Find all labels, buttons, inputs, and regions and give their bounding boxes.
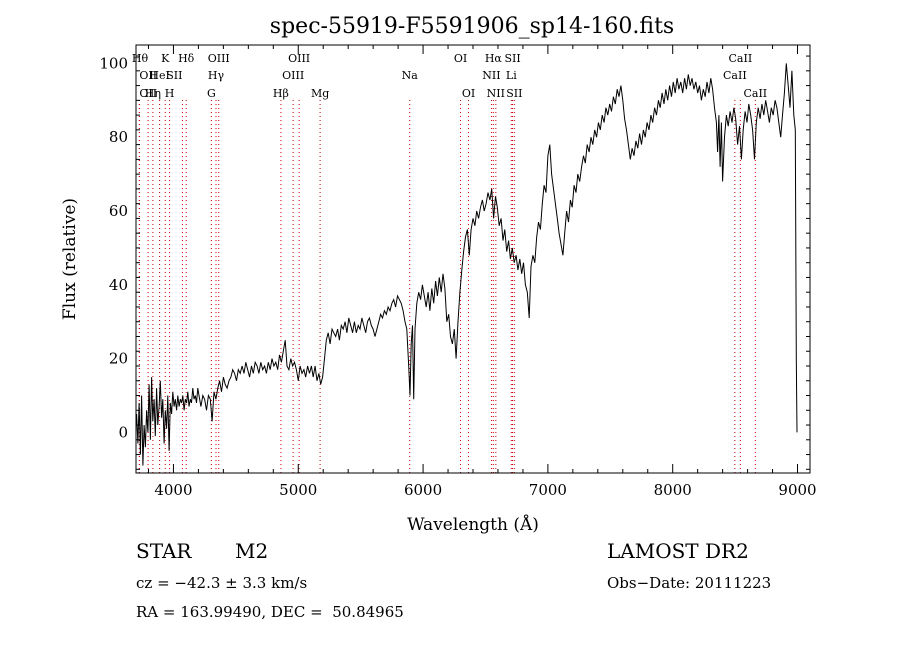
obs-date-readout: Obs−Date: 20111223 (607, 574, 772, 592)
y-tick-label: 100 (99, 54, 128, 72)
axes: 4000 5000 6000 7000 8000 9000 0 20 40 60 80 100 (99, 45, 817, 499)
y-tick-label: 0 (118, 423, 128, 441)
y-tick-label: 80 (109, 128, 128, 146)
line-marker-label: Hγ (208, 69, 225, 82)
line-marker-label: Hβ (273, 87, 289, 100)
line-marker-label: CaII (743, 87, 767, 100)
line-marker-label: SII (506, 87, 522, 100)
spectrum-series (136, 63, 798, 466)
line-marker-label: OI (462, 87, 475, 100)
line-marker-label: Mg (311, 87, 329, 100)
plot-frame (135, 44, 811, 474)
line-marker-label: OIII (208, 52, 230, 65)
x-axis-label: Wavelength (Å) (407, 514, 539, 535)
x-tick-label: 4000 (154, 481, 192, 499)
x-tick-label: 5000 (279, 481, 317, 499)
survey-label: LAMOST DR2 (607, 539, 749, 563)
line-marker-label: Na (402, 69, 419, 82)
line-marker-label: OII (139, 69, 157, 82)
x-tick-label: 9000 (778, 481, 816, 499)
object-subclass-label: M2 (235, 539, 269, 563)
y-tick-label: 40 (109, 276, 128, 294)
line-marker-label: CaII (723, 69, 747, 82)
coordinates-readout: RA = 163.99490, DEC = 50.84965 (136, 603, 404, 621)
redshift-readout: cz = −42.3 ± 3.3 km/s (136, 574, 308, 592)
line-marker-label: Hθ (132, 52, 149, 65)
line-marker-label: G (207, 87, 216, 100)
x-tick-label: 8000 (654, 481, 692, 499)
line-marker-label: Hδ (178, 52, 195, 65)
line-marker-label: NII (487, 87, 505, 100)
line-marker-label: Li (506, 69, 517, 82)
line-marker-label: CaII (729, 52, 753, 65)
line-marker-label: OII (139, 87, 157, 100)
line-marker-label: OI (454, 52, 467, 65)
x-tick-label: 6000 (404, 481, 442, 499)
y-tick-label: 60 (109, 202, 128, 220)
line-marker-label: H (165, 87, 175, 100)
line-marker-label: SII (166, 69, 182, 82)
line-marker-label: K (161, 52, 170, 65)
line-marker-layer: HθOIIOIIHηHeIKHSIIHδGHγOIIIHβOIIIOIIIMgN… (132, 52, 767, 473)
object-class-label: STAR (136, 539, 192, 563)
line-marker-label: NII (482, 69, 500, 82)
line-marker-label: Hη (145, 87, 161, 100)
line-marker-label: SII (504, 52, 520, 65)
line-marker-label: OIII (282, 69, 304, 82)
line-marker-label: Hα (485, 52, 503, 65)
spectrum-line-0 (136, 63, 798, 466)
y-tick-label: 20 (109, 350, 128, 368)
line-marker-label: OIII (288, 52, 310, 65)
y-axis-label: Flux (relative) (60, 198, 80, 320)
line-marker-label: HeI (149, 69, 169, 82)
chart-title: spec-55919-F5591906_sp14-160.fits (270, 14, 674, 39)
x-tick-label: 7000 (529, 481, 567, 499)
